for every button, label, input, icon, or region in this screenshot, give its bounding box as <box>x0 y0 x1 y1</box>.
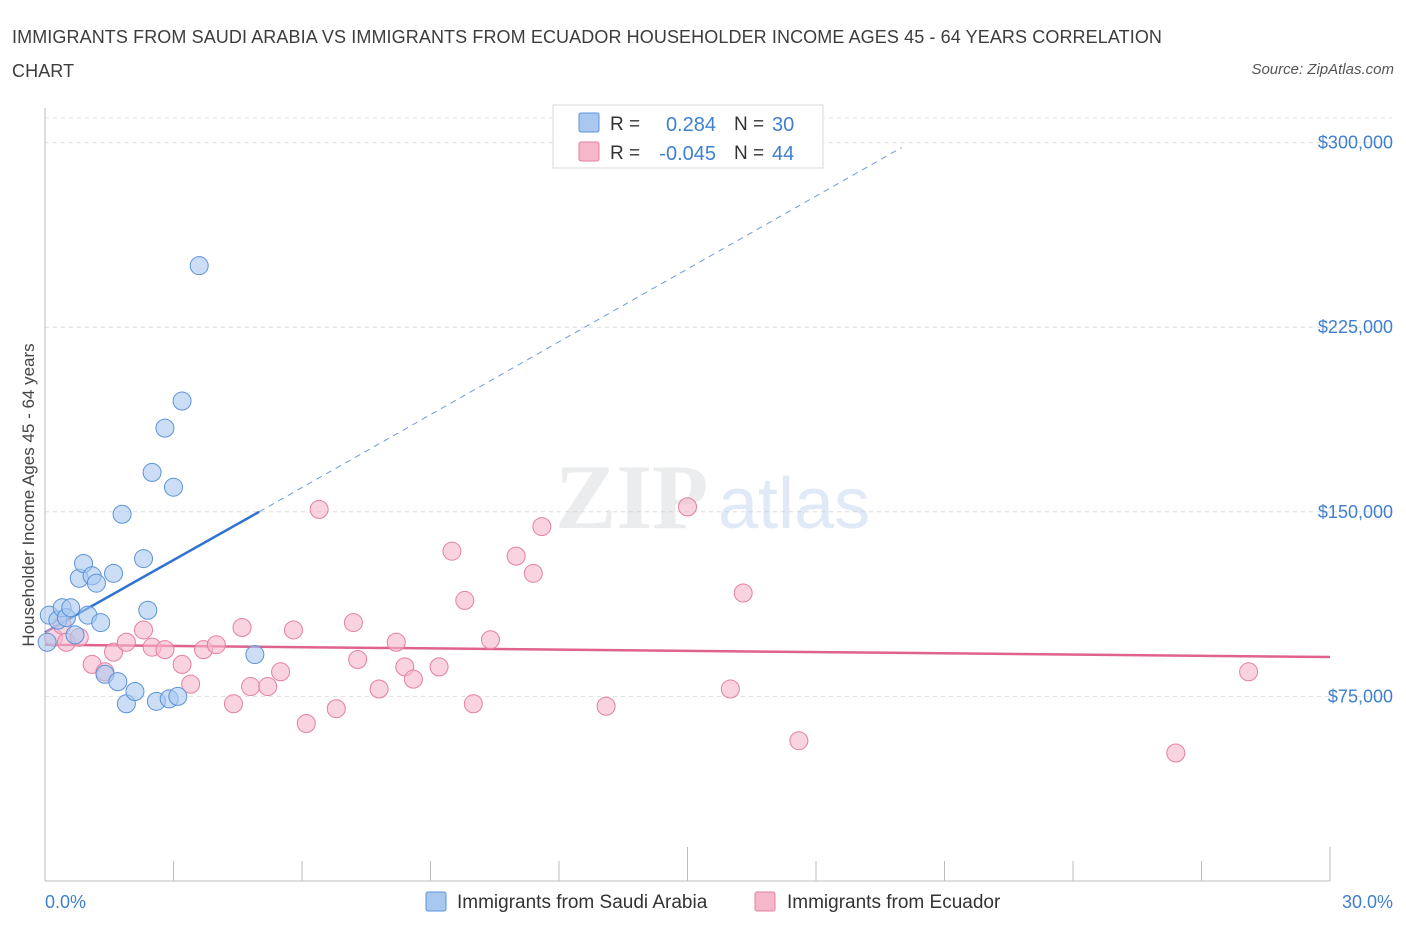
y-axis-label: Householder Income Ages 45 - 64 years <box>19 343 38 646</box>
y-tick-label-1: $150,000 <box>1318 502 1393 522</box>
point-ecuador-43 <box>1166 743 1186 763</box>
legend-r-label-saudi: R = <box>610 114 640 135</box>
point-saudi-29 <box>37 632 57 652</box>
point-ecuador-10 <box>155 640 175 660</box>
point-saudi-13 <box>104 563 124 583</box>
point-ecuador-22 <box>309 499 329 519</box>
series-legend: Immigrants from Saudi Arabia Immigrants … <box>425 891 1001 913</box>
point-ecuador-40 <box>720 679 740 699</box>
point-saudi-17 <box>125 681 145 701</box>
point-saudi-4 <box>61 598 81 618</box>
point-ecuador-23 <box>326 699 346 719</box>
point-ecuador-31 <box>442 541 462 561</box>
point-ecuador-38 <box>596 696 616 716</box>
bottom-legend-label-ecuador: Immigrants from Ecuador <box>787 892 1001 913</box>
bottom-legend-swatch-saudi <box>425 891 447 912</box>
trend-lines <box>44 147 1331 659</box>
point-saudi-11 <box>91 613 111 633</box>
watermark-zip: ZIP <box>555 446 708 548</box>
y-tick-label-3: $300,000 <box>1318 133 1393 153</box>
point-ecuador-32 <box>455 590 475 610</box>
point-saudi-14 <box>108 672 128 692</box>
legend-n-label-saudi: N = <box>734 114 764 135</box>
point-ecuador-11 <box>172 654 192 674</box>
legend-swatch-ecuador <box>578 141 600 162</box>
trend-ecuador <box>44 643 1331 659</box>
bottom-legend-swatch-ecuador <box>754 891 776 912</box>
point-saudi-22 <box>155 418 175 438</box>
y-tick-label-0: $75,000 <box>1328 686 1393 706</box>
legend-n-value-ecuador: 44 <box>772 143 794 165</box>
point-saudi-10 <box>86 573 106 593</box>
x-tick-label-1: 30.0% <box>1342 892 1393 912</box>
point-ecuador-21 <box>296 713 316 733</box>
point-saudi-28 <box>245 645 265 665</box>
point-ecuador-18 <box>258 677 278 697</box>
source-label: Source: ZipAtlas.com <box>1251 61 1394 78</box>
point-ecuador-6 <box>104 642 124 662</box>
point-ecuador-41 <box>733 583 753 603</box>
point-ecuador-34 <box>480 630 500 650</box>
watermark-atlas: atlas <box>718 464 870 544</box>
point-ecuador-27 <box>386 632 406 652</box>
point-ecuador-33 <box>463 694 483 714</box>
legend-r-value-saudi: 0.284 <box>666 114 716 136</box>
point-ecuador-39 <box>678 497 697 517</box>
legend-n-label-ecuador: N = <box>734 143 764 164</box>
point-ecuador-24 <box>343 613 363 633</box>
point-ecuador-29 <box>403 669 423 689</box>
point-ecuador-17 <box>241 677 261 697</box>
point-ecuador-35 <box>506 546 526 566</box>
point-ecuador-20 <box>283 620 303 640</box>
bottom-legend-label-saudi: Immigrants from Saudi Arabia <box>457 892 708 913</box>
point-ecuador-44 <box>1239 662 1259 682</box>
x-tick-labels: 0.0% 30.0% <box>45 892 1393 912</box>
point-saudi-15 <box>112 504 132 524</box>
watermark: ZIP atlas <box>555 446 870 548</box>
point-ecuador-25 <box>348 649 368 669</box>
point-ecuador-26 <box>369 679 389 699</box>
y-tick-label-2: $225,000 <box>1318 317 1393 337</box>
point-ecuador-15 <box>223 694 243 714</box>
point-ecuador-12 <box>181 674 201 694</box>
point-saudi-26 <box>172 391 192 411</box>
point-saudi-18 <box>134 549 154 569</box>
point-ecuador-7 <box>116 632 136 652</box>
gridlines <box>45 117 1392 697</box>
point-ecuador-16 <box>232 617 252 637</box>
point-ecuador-14 <box>206 635 226 655</box>
x-tick-label-0: 0.0% <box>45 892 86 912</box>
point-ecuador-8 <box>134 620 154 640</box>
point-saudi-25 <box>168 686 188 706</box>
chart-title: IMMIGRANTS FROM SAUDI ARABIA VS IMMIGRAN… <box>12 27 1163 81</box>
point-ecuador-19 <box>271 662 291 682</box>
point-saudi-20 <box>142 462 162 482</box>
point-ecuador-42 <box>789 731 809 751</box>
data-points <box>37 256 1259 763</box>
point-saudi-19 <box>138 600 158 620</box>
legend-r-label-ecuador: R = <box>610 143 640 164</box>
stats-legend: R = 0.284 N = 30 R = -0.045 N = 44 <box>552 104 824 169</box>
trend-saudi-extension <box>258 147 902 513</box>
point-saudi-24 <box>164 477 183 497</box>
point-saudi-5 <box>65 625 85 645</box>
legend-r-value-ecuador: -0.045 <box>659 143 716 165</box>
point-ecuador-36 <box>523 563 543 583</box>
legend-swatch-saudi <box>578 112 600 133</box>
y-tick-labels: $75,000 $150,000 $225,000 $300,000 <box>1318 133 1393 707</box>
axes <box>44 108 1331 882</box>
point-ecuador-30 <box>429 657 449 677</box>
point-saudi-27 <box>189 256 209 276</box>
point-ecuador-37 <box>532 517 552 537</box>
legend-n-value-saudi: 30 <box>772 114 794 136</box>
